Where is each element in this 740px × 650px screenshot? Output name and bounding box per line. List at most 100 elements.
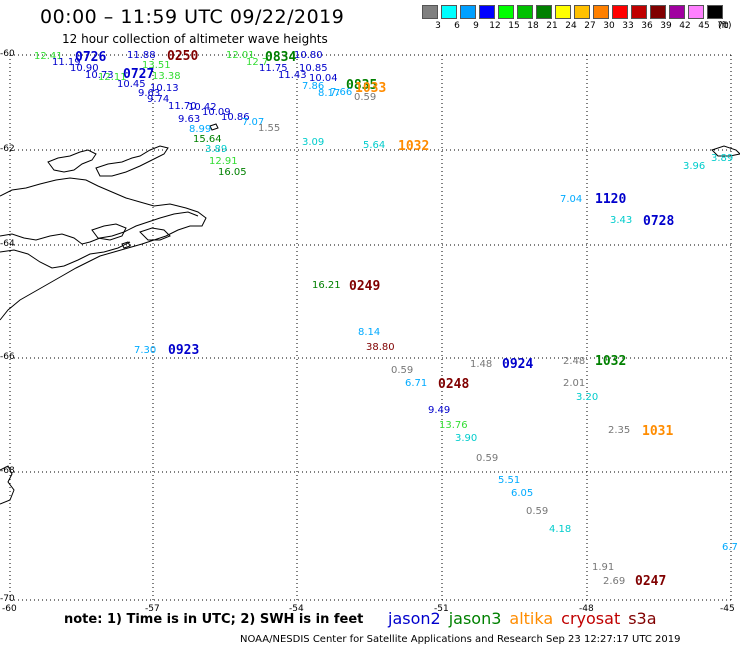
west-coast xyxy=(0,465,15,505)
swh-value-label: 12.7 xyxy=(246,57,269,68)
swh-value-label: 10.90 xyxy=(70,63,99,74)
longitude-label: -60 xyxy=(2,604,17,614)
swh-value-label: 8.99 xyxy=(189,124,212,135)
legend-swatch xyxy=(479,5,495,19)
pass-time-label: 0249 xyxy=(349,279,381,294)
swh-value-label: 10.86 xyxy=(221,112,250,123)
legend-tick-label: 15 xyxy=(508,21,520,31)
swh-value-label: 2.01 xyxy=(563,378,586,389)
credit-footer: NOAA/NESDIS Center for Satellite Applica… xyxy=(240,634,681,645)
pass-time-label: 0727 xyxy=(123,67,155,82)
latitude-label: -70 xyxy=(0,594,15,604)
peninsula-coast xyxy=(0,177,207,321)
swh-value-label: 10.85 xyxy=(299,63,328,74)
island-coast xyxy=(95,145,169,177)
longitude-label: -48 xyxy=(579,604,594,614)
swh-value-label: 13.76 xyxy=(439,420,468,431)
swh-value-label: 10.73 xyxy=(85,70,114,81)
legend-tick-label: 36 xyxy=(641,21,653,31)
swh-value-label: 7.30 xyxy=(134,345,157,356)
swh-value-label: 3.96 xyxy=(683,161,706,172)
swh-value-label: 5.51 xyxy=(498,475,521,486)
units-note: note: 1) Time is in UTC; 2) SWH is in fe… xyxy=(64,612,364,627)
pass-time-label: 0250 xyxy=(167,49,199,64)
legend-tick-label: 39 xyxy=(660,21,672,31)
swh-value-label: 10.04 xyxy=(309,73,338,84)
swh-value-label: 1.91 xyxy=(592,562,615,573)
swh-value-label: 4.18 xyxy=(549,524,572,535)
swh-value-label: 10.09 xyxy=(202,107,231,118)
legend-swatch xyxy=(422,5,438,19)
joinville-coast xyxy=(139,227,171,241)
swh-value-label: 3.20 xyxy=(576,392,599,403)
swh-value-label: 15.64 xyxy=(193,134,222,145)
satellite-s3a: s3a xyxy=(628,609,657,628)
legend-swatch xyxy=(441,5,457,19)
swh-value-label: 7.66 xyxy=(330,87,353,98)
longitude-label: -54 xyxy=(289,604,304,614)
satellite-jason2: jason2 xyxy=(388,609,441,628)
swh-value-label: 9.49 xyxy=(428,405,451,416)
swh-value-label: 13.51 xyxy=(142,60,171,71)
swh-value-label: 16.05 xyxy=(218,167,247,178)
legend-swatch xyxy=(536,5,552,19)
legend-tick-label: 24 xyxy=(565,21,577,31)
pass-time-label: 1033 xyxy=(355,81,387,96)
legend-swatch xyxy=(555,5,571,19)
legend-swatch xyxy=(631,5,647,19)
peninsula-south-coast xyxy=(0,241,131,269)
legend-tick-label: 70 xyxy=(717,21,729,31)
legend-swatch xyxy=(688,5,704,19)
longitude-label: -45 xyxy=(720,604,735,614)
pass-time-label: 0923 xyxy=(168,343,200,358)
pass-time-label: 0835 xyxy=(346,78,378,93)
swh-value-label: 3.43 xyxy=(610,215,633,226)
legend-tick-label: 12 xyxy=(489,21,501,31)
swh-value-label: 3.89 xyxy=(205,144,228,155)
legend-swatch xyxy=(517,5,533,19)
south-shetland-coast xyxy=(47,149,97,173)
pass-time-label: 0248 xyxy=(438,377,470,392)
legend-unit: (ft) xyxy=(718,21,732,31)
swh-value-label: 11.70 xyxy=(168,101,197,112)
swh-value-label: 0.59 xyxy=(391,365,414,376)
legend-swatch xyxy=(574,5,590,19)
small-islet-2 xyxy=(121,241,131,249)
swh-value-label: 2.48 xyxy=(563,356,586,367)
swh-value-label: 6.7 xyxy=(722,542,738,553)
small-islet-1 xyxy=(209,123,219,131)
swh-value-label: 38.80 xyxy=(366,342,395,353)
legend-tick-label: 30 xyxy=(603,21,615,31)
swh-value-label: 10.42 xyxy=(188,102,217,113)
swh-value-label: 3.90 xyxy=(455,433,478,444)
satellite-jason3: jason3 xyxy=(448,609,502,628)
pass-time-label: 0924 xyxy=(502,357,534,372)
latitude-label: -60 xyxy=(0,49,15,59)
legend-tick-label: 42 xyxy=(679,21,691,31)
pass-time-label: 1032 xyxy=(398,139,430,154)
pass-time-label: 1032 xyxy=(595,354,627,369)
pass-time-label: 0728 xyxy=(643,214,675,229)
legend-swatch xyxy=(612,5,628,19)
swh-value-label: 11.88 xyxy=(127,50,156,61)
legend-swatch xyxy=(498,5,514,19)
legend-swatch xyxy=(650,5,666,19)
legend-swatch xyxy=(593,5,609,19)
swh-value-label: 3.09 xyxy=(302,137,325,148)
legend-tick-label: 9 xyxy=(473,21,479,31)
swh-value-label: 10.80 xyxy=(294,50,323,61)
map-title: 00:00 – 11:59 UTC 09/22/2019 xyxy=(40,6,345,28)
swh-value-label: 12.11 xyxy=(98,72,127,83)
swh-value-label: 8.14 xyxy=(358,327,381,338)
swh-value-label: 0.59 xyxy=(354,92,377,103)
longitude-label: -57 xyxy=(145,604,160,614)
legend-tick-label: 33 xyxy=(622,21,634,31)
swh-value-label: 9.63 xyxy=(178,114,201,125)
swh-value-label: 2.35 xyxy=(608,425,631,436)
swh-value-label: 0.59 xyxy=(526,506,549,517)
swh-value-label: 6.05 xyxy=(511,488,534,499)
swh-value-label: 11.43 xyxy=(278,70,307,81)
legend-swatch xyxy=(460,5,476,19)
legend-tick-label: 27 xyxy=(584,21,596,31)
